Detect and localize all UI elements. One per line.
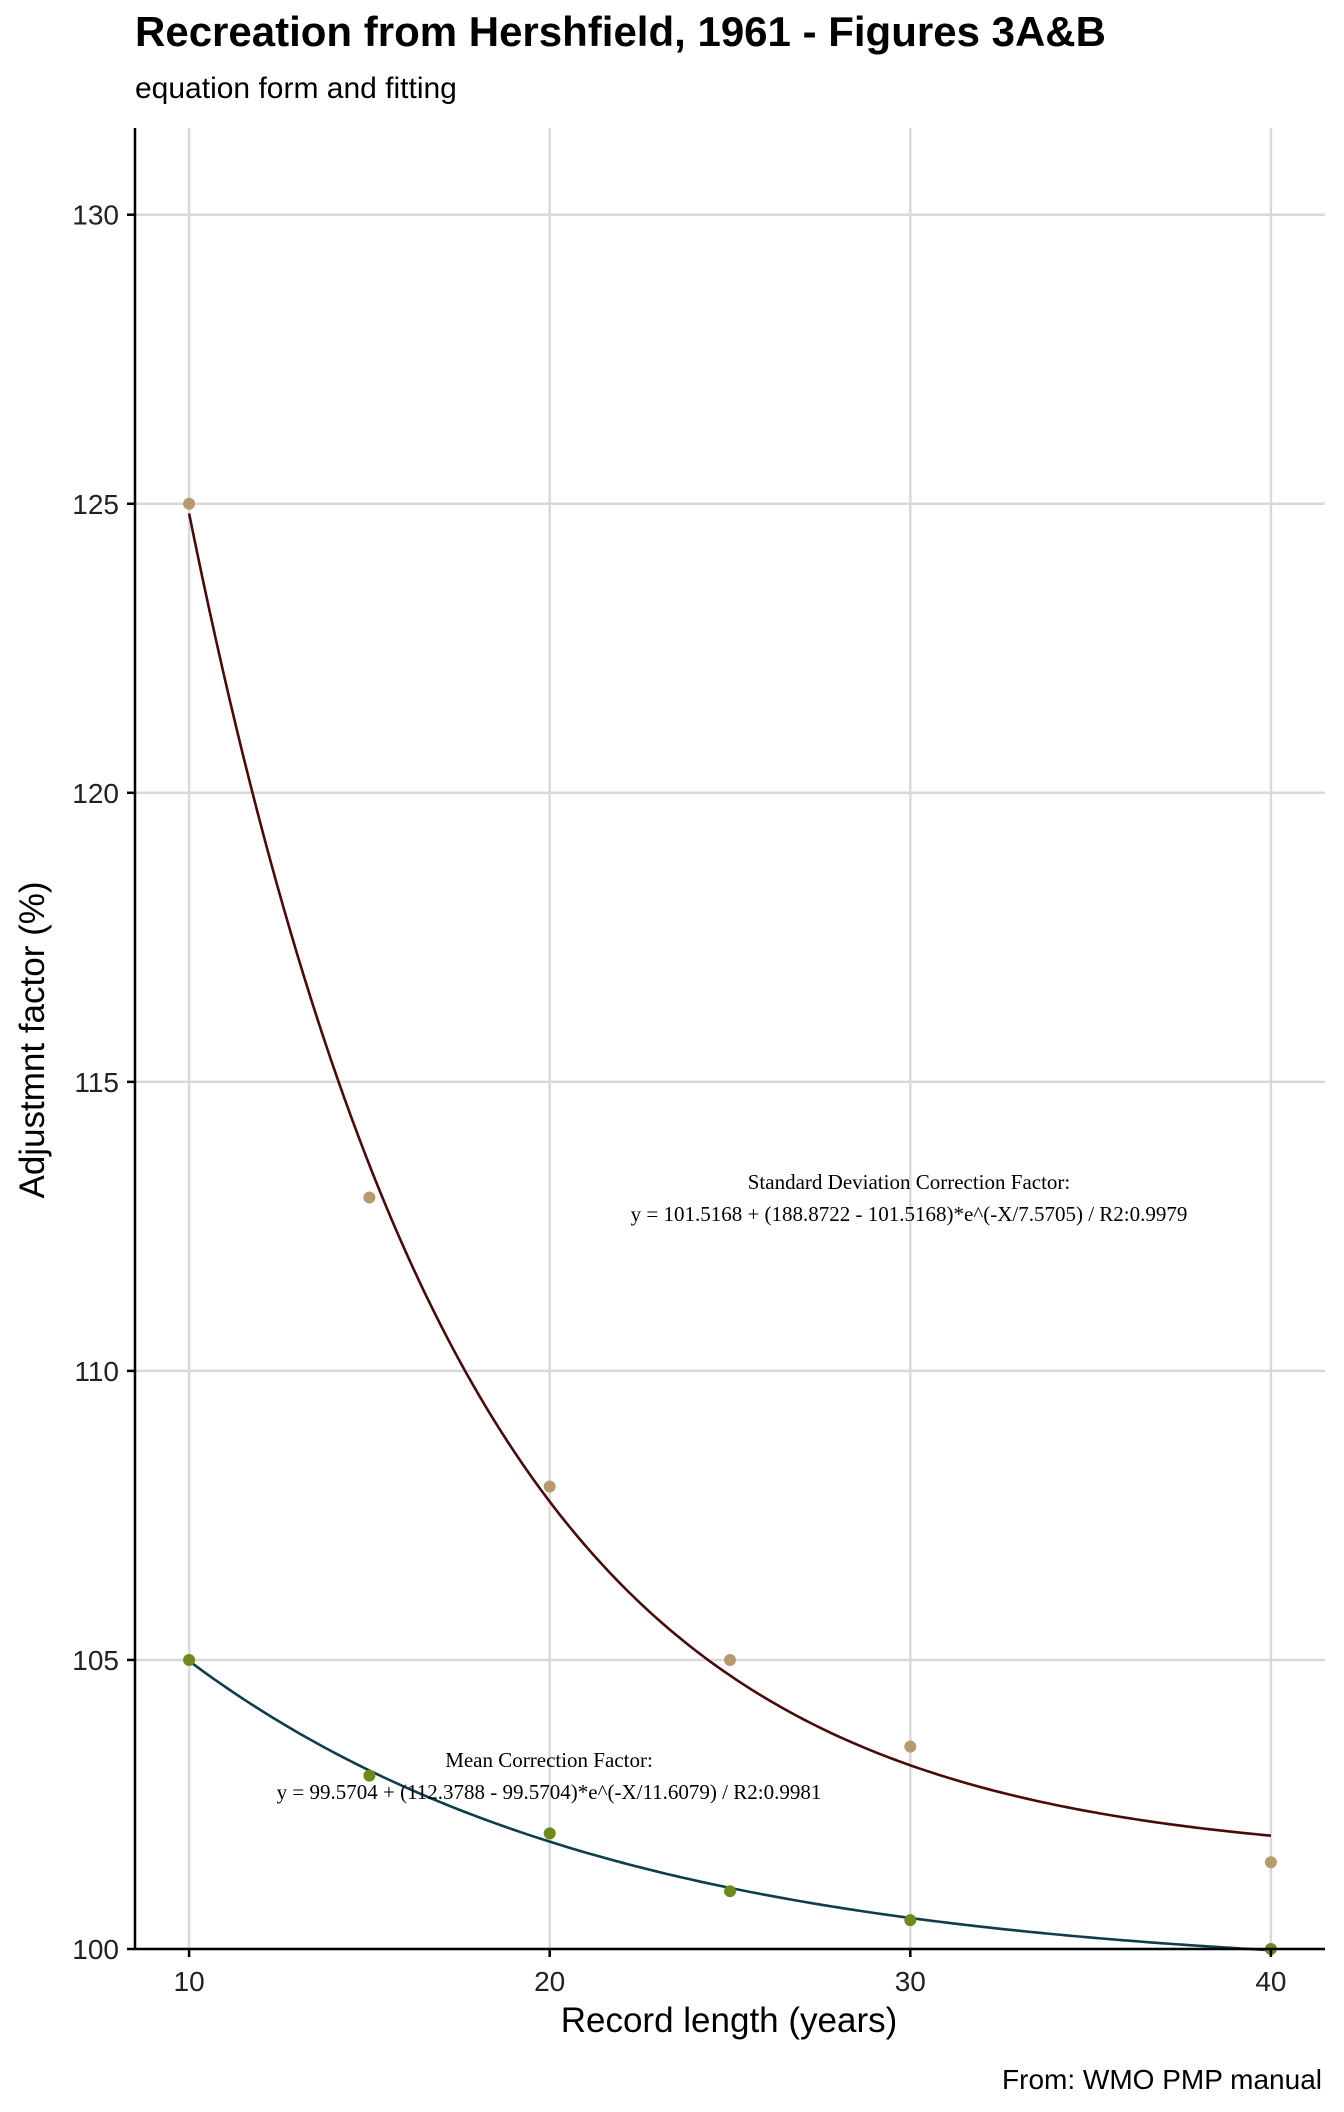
x-tick-label: 40	[1255, 1966, 1286, 1997]
fit-lines	[187, 513, 1272, 1952]
data-points	[183, 497, 1277, 1955]
data-point-std	[1264, 1856, 1277, 1869]
x-axis-title: Record length (years)	[561, 2001, 898, 2040]
y-tick-label: 115	[74, 1067, 119, 1098]
data-point-mean	[904, 1914, 917, 1927]
axes	[133, 128, 1325, 1951]
data-point-std	[724, 1653, 736, 1666]
y-tick-label: 130	[72, 200, 119, 231]
x-tick-label: 20	[534, 1966, 565, 1997]
chart-title: Recreation from Hershfield, 1961 - Figur…	[135, 8, 1106, 55]
data-point-mean	[363, 1769, 376, 1782]
data-point-mean	[543, 1827, 556, 1840]
annotation-std: Standard Deviation Correction Factor: y …	[631, 1170, 1188, 1226]
x-tick-label: 10	[174, 1966, 205, 1997]
y-axis-title: Adjustmnt factor (%)	[13, 881, 52, 1198]
data-point-std	[363, 1191, 376, 1204]
y-tick-label: 120	[72, 778, 119, 809]
y-tick-label: 110	[74, 1356, 119, 1387]
data-point-std	[183, 497, 196, 510]
tick-labels: 10 20 30 40 100 105 110 115 120 125 130	[72, 200, 1286, 1997]
x-tick-label: 30	[895, 1966, 926, 1997]
annotation-std-heading: Standard Deviation Correction Factor:	[748, 1170, 1071, 1194]
data-point-std	[904, 1740, 917, 1753]
annotation-std-equation: y = 101.5168 + (188.8722 - 101.5168)*e^(…	[631, 1202, 1188, 1226]
annotation-mean: Mean Correction Factor: y = 99.5704 + (1…	[277, 1748, 822, 1804]
annotation-mean-equation: y = 99.5704 + (112.3788 - 99.5704)*e^(-X…	[277, 1780, 822, 1804]
annotation-mean-heading: Mean Correction Factor:	[445, 1748, 653, 1772]
chart-caption: From: WMO PMP manual	[1002, 2064, 1322, 2095]
y-tick-label: 100	[72, 1934, 119, 1965]
data-point-mean	[724, 1885, 736, 1898]
fit-line-mean	[188, 1659, 1271, 1952]
fit-line-std	[187, 513, 1272, 1837]
y-tick-label: 125	[72, 489, 119, 520]
chart-subtitle: equation form and fitting	[135, 72, 457, 105]
y-tick-label: 105	[72, 1645, 119, 1676]
data-point-mean	[183, 1653, 196, 1666]
data-point-std	[543, 1480, 556, 1493]
